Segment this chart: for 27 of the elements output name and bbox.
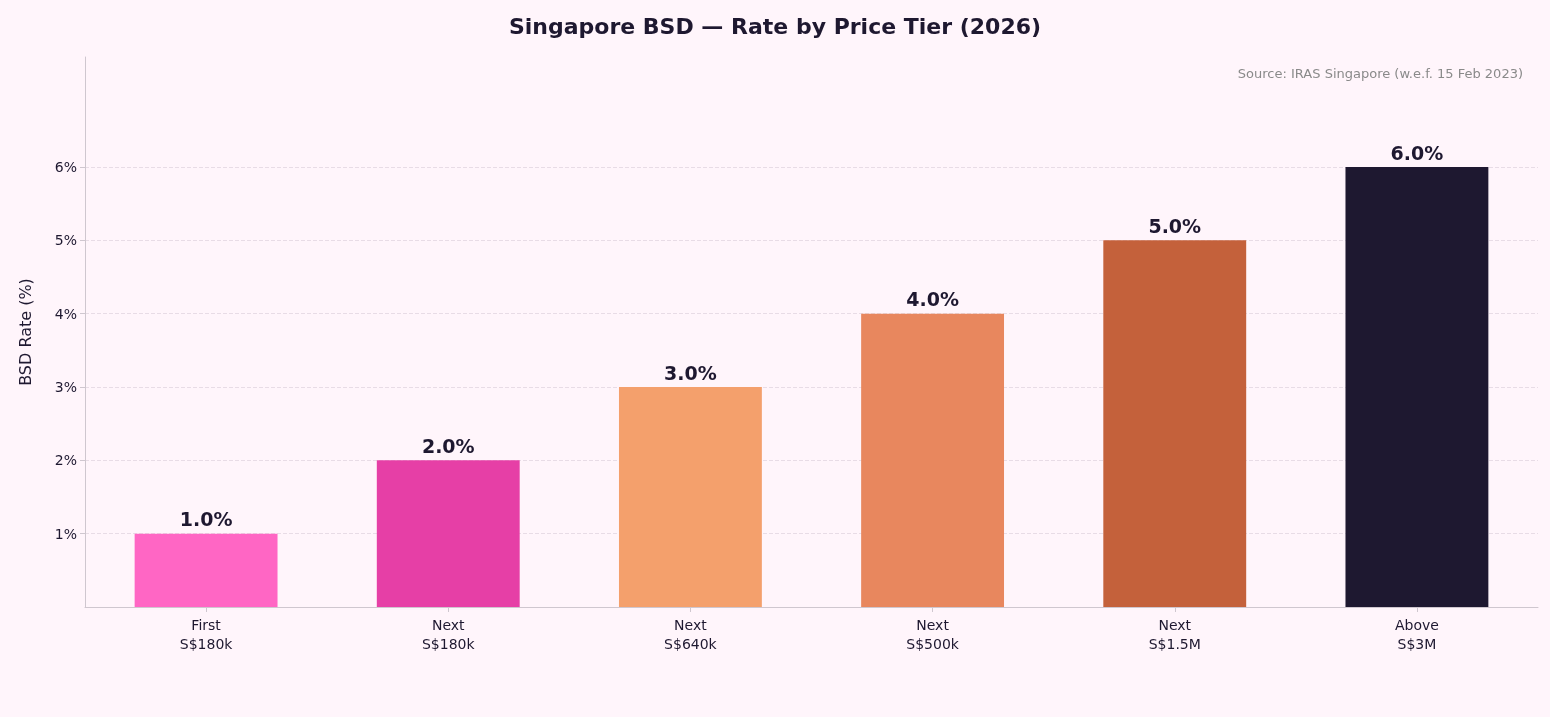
x-tick-label: Next S$180k bbox=[421, 616, 476, 652]
data-label: 6.0% bbox=[1390, 141, 1444, 164]
y-tick-label: 6% bbox=[54, 159, 77, 175]
annotation: Source: IRAS Singapore (w.e.f. 15 Feb 2023) bbox=[1237, 66, 1524, 81]
data-label: 1.0% bbox=[179, 508, 233, 531]
bar bbox=[1345, 167, 1489, 607]
bar bbox=[618, 387, 762, 607]
chart-title: Singapore BSD — Rate by Price Tier (2026) bbox=[508, 13, 1042, 39]
bar bbox=[376, 460, 520, 607]
y-tick-label: 5% bbox=[54, 232, 77, 249]
data-label: 4.0% bbox=[906, 288, 959, 311]
bar bbox=[134, 533, 278, 607]
bar bbox=[861, 313, 1005, 607]
data-label: 5.0% bbox=[1148, 214, 1202, 237]
x-tick-label: Next S$500k bbox=[906, 616, 960, 652]
data-label: 2.0% bbox=[421, 434, 475, 457]
y-tick-label: 3% bbox=[54, 379, 77, 395]
data-label: 3.0% bbox=[664, 361, 717, 384]
bar bbox=[1103, 240, 1247, 607]
x-tick-label: Above S$3M bbox=[1394, 616, 1439, 652]
x-tick-label: First S$180k bbox=[179, 616, 234, 652]
y-tick-label: 4% bbox=[54, 305, 77, 322]
x-tick-label: Next S$1.5M bbox=[1148, 616, 1201, 652]
y-tick-label: 2% bbox=[54, 452, 77, 469]
x-tick-label: Next S$640k bbox=[664, 616, 718, 652]
y-axis-title: BSD Rate (%) bbox=[15, 278, 35, 386]
y-tick-label: 1% bbox=[54, 525, 77, 542]
